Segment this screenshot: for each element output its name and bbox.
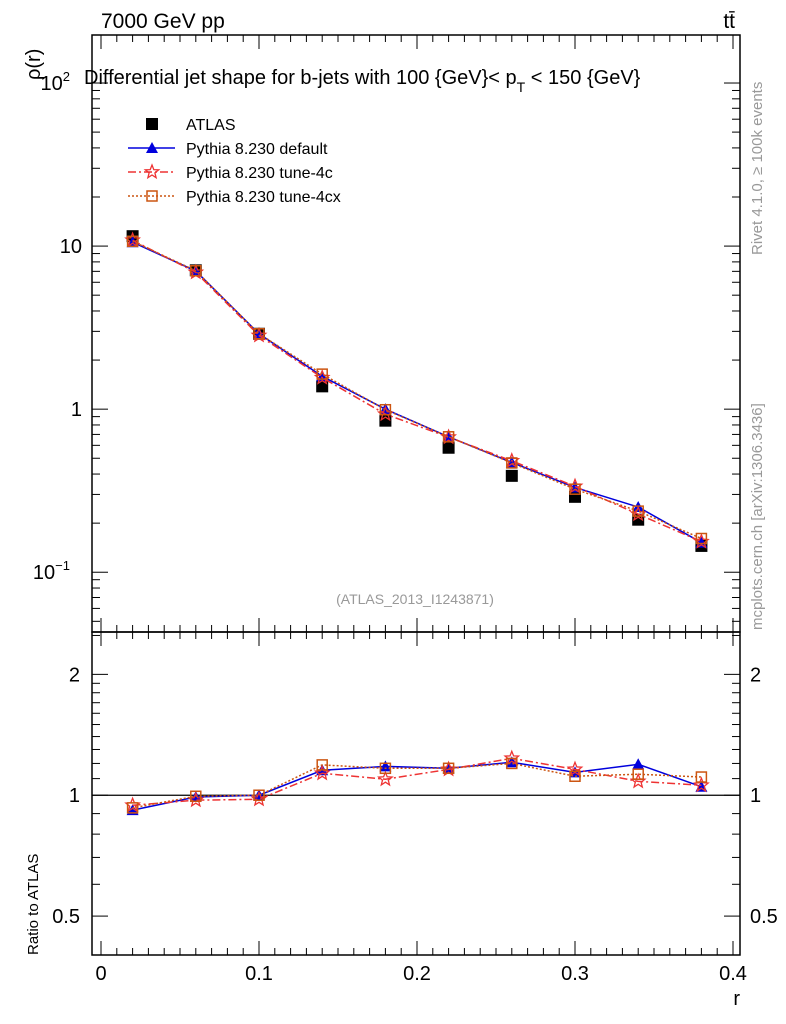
series-3-ratio-point	[506, 757, 518, 770]
legend-label: Pythia 8.230 default	[186, 141, 328, 158]
series-3-ratio-point	[379, 762, 392, 775]
series-3-point	[126, 235, 139, 248]
series-1-ratio-point	[632, 758, 645, 770]
series-3-ratio-point	[190, 790, 202, 803]
series-2-ratio-point	[503, 749, 521, 766]
y-tick-label: 10−1	[33, 558, 70, 584]
mcplots-label: mcplots.cern.ch [arXiv:1306.3436]	[749, 403, 766, 630]
series-3-point	[695, 532, 708, 545]
ratio-y-axis-label: Ratio to ATLAS	[25, 854, 42, 955]
series-3-ratio-line	[132, 762, 702, 809]
x-tick-label: 0.2	[403, 963, 431, 985]
ratio-y-tick-label-right: 1	[750, 785, 761, 807]
series-2-ratio-point	[377, 770, 394, 787]
legend-marker	[146, 190, 158, 202]
series-3-point	[253, 328, 265, 340]
series-3-point	[632, 505, 644, 517]
series-1-line	[132, 241, 702, 544]
series-3-ratio-point	[253, 789, 265, 801]
series-3-point	[316, 368, 328, 380]
header-left: 7000 GeV pp	[101, 10, 225, 33]
series-3-point	[190, 264, 202, 277]
ratio-y-tick-label-right: 0.5	[750, 906, 778, 928]
header-right: tt̄	[723, 10, 735, 33]
series-2-ratio-point	[313, 764, 331, 781]
series-3-ratio-point	[632, 768, 644, 780]
series-2-ratio-line	[132, 757, 702, 807]
y-tick-label: 10	[60, 236, 82, 258]
rivet-label: Rivet 4.1.0, ≥ 100k events	[749, 82, 766, 255]
series-1-ratio-line	[132, 761, 702, 811]
chart-title: Differential jet shape for b-jets with 1…	[84, 67, 641, 95]
y-tick-label: 1	[71, 399, 82, 421]
x-tick-label: 0.4	[719, 963, 747, 985]
series-2-ratio-point	[566, 760, 584, 777]
ratio-y-tick-label: 0.5	[52, 906, 80, 928]
legend-marker	[146, 142, 158, 153]
legend-marker	[143, 163, 161, 180]
series-3-point	[379, 403, 392, 416]
series-2-line	[132, 239, 702, 543]
series-3-point	[569, 483, 581, 495]
y-tick-label: 102	[41, 69, 70, 95]
x-tick-label: 0.3	[561, 963, 589, 985]
series-0-point	[442, 441, 455, 454]
x-tick-label: 0.1	[245, 963, 273, 985]
series-3-ratio-point	[316, 759, 328, 771]
series-0-point	[505, 469, 518, 482]
series-3-ratio-point	[569, 770, 581, 782]
series-2-ratio-point	[693, 776, 710, 793]
ratio-y-tick-label: 1	[69, 785, 80, 807]
series-3-line	[132, 240, 702, 540]
series-3-ratio-point	[126, 802, 139, 814]
series-3-ratio-point	[442, 762, 455, 775]
legend-label: ATLAS	[186, 117, 236, 134]
series-3-point	[506, 457, 518, 469]
x-axis-label: r	[733, 988, 740, 1010]
ratio-frame	[91, 631, 741, 956]
legend-label: Pythia 8.230 tune-4c	[186, 165, 333, 182]
series-3-point	[442, 431, 455, 443]
series-3-ratio-point	[695, 771, 708, 783]
x-tick-label: 0	[95, 963, 106, 985]
ratio-y-tick-label-right: 2	[750, 664, 761, 686]
legend-marker	[146, 118, 158, 130]
legend-label: Pythia 8.230 tune-4cx	[186, 189, 341, 206]
y-axis-label: ρ(r)	[23, 49, 45, 80]
ratio-y-tick-label: 2	[69, 664, 80, 686]
analysis-label: (ATLAS_2013_I1243871)	[336, 591, 494, 607]
